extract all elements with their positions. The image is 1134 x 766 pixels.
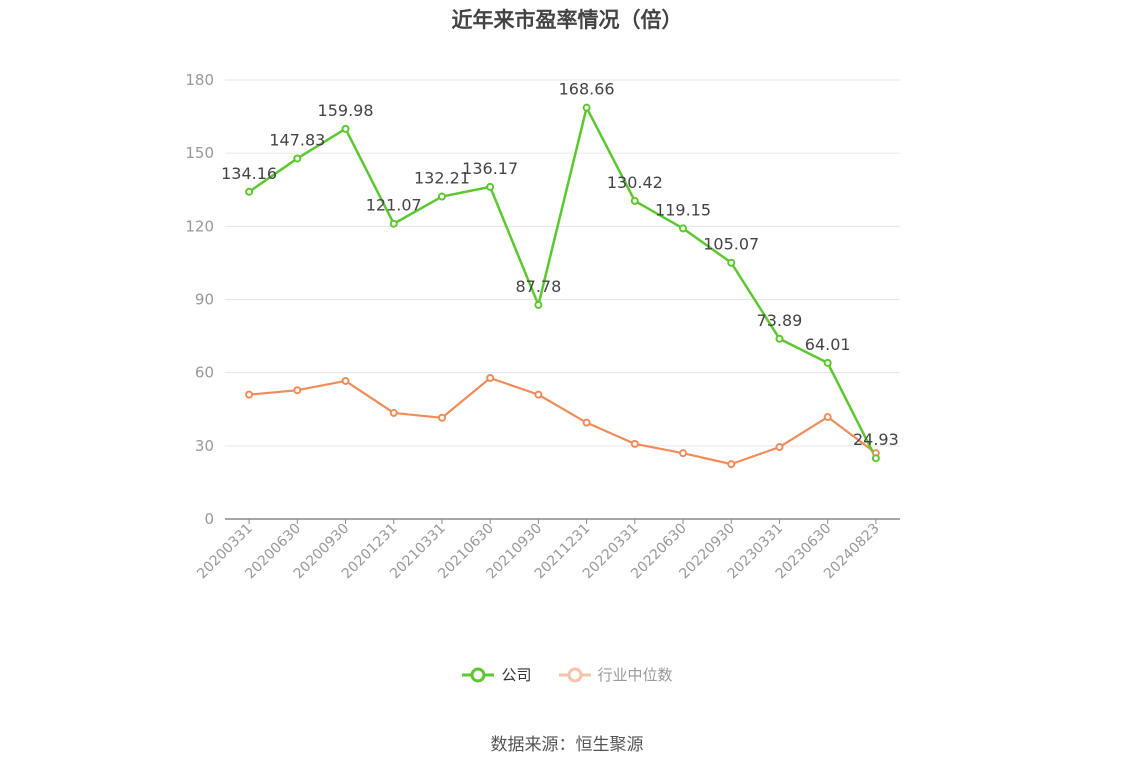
y-tick-label: 120 xyxy=(185,217,214,235)
data-label-company: 87.78 xyxy=(515,277,561,296)
grid-lines xyxy=(225,79,900,447)
data-point-industry-median[interactable] xyxy=(389,408,398,417)
data-point-company[interactable] xyxy=(293,154,302,163)
data-point-industry-median[interactable] xyxy=(341,376,350,385)
data-point-company[interactable] xyxy=(389,219,398,228)
y-tick-label: 60 xyxy=(195,364,214,382)
data-label-company: 105.07 xyxy=(703,235,759,254)
data-point-company[interactable] xyxy=(630,196,639,205)
data-label-company: 132.21 xyxy=(414,169,470,188)
data-point-industry-median[interactable] xyxy=(534,390,543,399)
data-label-company: 121.07 xyxy=(366,196,422,215)
data-label-company: 73.89 xyxy=(757,311,803,330)
data-point-industry-median[interactable] xyxy=(630,439,639,448)
legend-marker-company xyxy=(462,667,495,682)
data-point-company[interactable] xyxy=(486,182,495,191)
y-tick-label: 90 xyxy=(195,291,214,309)
data-label-company: 119.15 xyxy=(655,200,711,219)
data-point-company[interactable] xyxy=(437,192,446,201)
data-point-industry-median[interactable] xyxy=(775,443,784,452)
data-point-industry-median[interactable] xyxy=(486,374,495,383)
chart-title: 近年来市盈率情况（倍） xyxy=(451,8,683,32)
y-tick-label: 180 xyxy=(185,71,214,89)
y-axis: 0 30 60 90 120 150 180 xyxy=(185,71,214,528)
y-tick-label: 150 xyxy=(185,144,214,162)
y-tick-label: 30 xyxy=(195,437,214,455)
data-point-company[interactable] xyxy=(727,258,736,267)
data-point-industry-median[interactable] xyxy=(293,386,302,395)
data-point-company[interactable] xyxy=(775,334,784,343)
data-label-company: 134.16 xyxy=(221,164,277,183)
legend-label-industry-median: 行业中位数 xyxy=(597,666,673,684)
data-point-industry-median[interactable] xyxy=(727,460,736,469)
data-point-industry-median[interactable] xyxy=(679,449,688,458)
data-point-industry-median[interactable] xyxy=(245,390,254,399)
data-point-company[interactable] xyxy=(245,187,254,196)
data-point-company[interactable] xyxy=(534,300,543,309)
data-point-company[interactable] xyxy=(341,124,350,133)
data-point-industry-median[interactable] xyxy=(823,413,832,422)
series-line-company xyxy=(248,106,878,459)
data-point-industry-median[interactable] xyxy=(437,413,446,422)
data-label-company: 159.98 xyxy=(318,101,374,120)
data-points xyxy=(245,103,880,469)
data-point-company[interactable] xyxy=(871,454,880,463)
legend-label-company: 公司 xyxy=(501,666,532,684)
source-note: 数据来源：恒生聚源 xyxy=(490,735,644,755)
data-point-company[interactable] xyxy=(823,358,832,367)
data-label-company: 64.01 xyxy=(805,335,851,354)
legend-marker-industry-median xyxy=(558,667,591,682)
y-tick-label: 0 xyxy=(204,510,214,528)
data-label-company: 136.17 xyxy=(462,159,518,178)
series-line-industry-median xyxy=(249,376,877,466)
legend-item-company[interactable]: 公司 xyxy=(461,664,532,685)
legend-item-industry-median[interactable]: 行业中位数 xyxy=(558,664,673,685)
data-label-company: 168.66 xyxy=(559,80,615,99)
data-label-company: 24.93 xyxy=(853,430,899,449)
series-lines xyxy=(248,106,878,466)
data-point-industry-median[interactable] xyxy=(582,418,591,427)
legend: 公司 行业中位数 xyxy=(0,664,1134,685)
data-label-company: 130.42 xyxy=(607,173,663,192)
data-label-company: 147.83 xyxy=(269,130,325,149)
data-point-company[interactable] xyxy=(679,224,688,233)
x-axis: 2020033120200630202009302020123120210331… xyxy=(194,518,900,582)
data-point-company[interactable] xyxy=(582,103,591,112)
